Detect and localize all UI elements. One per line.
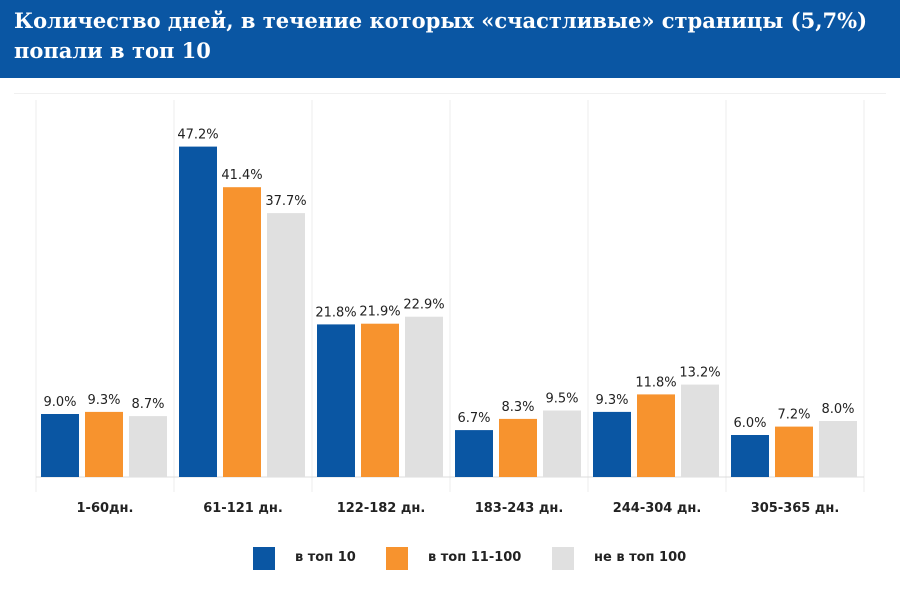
bar: [593, 411, 631, 477]
bar: [819, 421, 857, 477]
legend-swatch: [386, 547, 408, 570]
data-label: 8.0%: [821, 402, 854, 417]
legend-swatch: [253, 547, 275, 570]
chart-title: Количество дней, в течение которых «счас…: [14, 8, 868, 63]
category-label: 61-121 дн.: [203, 501, 283, 516]
category-label: 122-182 дн.: [337, 501, 426, 516]
bar: [731, 435, 769, 477]
legend-label: в топ 10: [295, 550, 356, 565]
category-label: 244-304 дн.: [613, 501, 702, 516]
bar: [455, 430, 493, 477]
legend-label: не в топ 100: [594, 550, 687, 565]
bar: [775, 426, 813, 477]
bar: [405, 316, 443, 477]
chart-header: Количество дней, в течение которых «счас…: [0, 0, 900, 78]
data-label: 6.7%: [457, 411, 490, 426]
legend-label: в топ 11-100: [428, 550, 522, 565]
category-label: 183-243 дн.: [475, 501, 564, 516]
data-label: 47.2%: [177, 128, 218, 143]
bar: [223, 187, 261, 477]
category-label: 1-60дн.: [77, 501, 134, 516]
bar: [317, 324, 355, 477]
bar: [85, 411, 123, 477]
data-label: 9.0%: [43, 395, 76, 410]
data-label: 8.3%: [501, 400, 534, 415]
bar: [41, 414, 79, 477]
data-label: 37.7%: [265, 194, 306, 209]
bar: [543, 410, 581, 477]
bar: [361, 323, 399, 477]
data-label: 6.0%: [733, 416, 766, 431]
bar: [499, 418, 537, 477]
bar: [129, 416, 167, 477]
bar: [179, 146, 217, 477]
data-label: 8.7%: [131, 397, 164, 412]
chart-legend: в топ 10 в топ 11-100 не в топ 100: [0, 546, 900, 576]
bar: [681, 384, 719, 477]
data-label: 22.9%: [403, 298, 444, 313]
data-label: 11.8%: [635, 375, 676, 390]
data-label: 41.4%: [221, 168, 262, 183]
data-label: 21.8%: [315, 305, 356, 320]
data-label: 9.5%: [545, 392, 578, 407]
bar-chart: 9.0% 9.3% 8.7% 1-60дн. 47.2% 41.4%37.7% 61-121…: [35, 100, 865, 516]
data-label: 13.2%: [679, 366, 720, 381]
data-label: 9.3%: [595, 393, 628, 408]
legend-swatch: [552, 547, 574, 570]
bar: [267, 213, 305, 477]
data-label: 7.2%: [777, 408, 810, 423]
category-label: 305-365 дн.: [751, 501, 840, 516]
data-label: 9.3%: [87, 393, 120, 408]
bar: [637, 394, 675, 477]
data-label: 21.9%: [359, 305, 400, 320]
